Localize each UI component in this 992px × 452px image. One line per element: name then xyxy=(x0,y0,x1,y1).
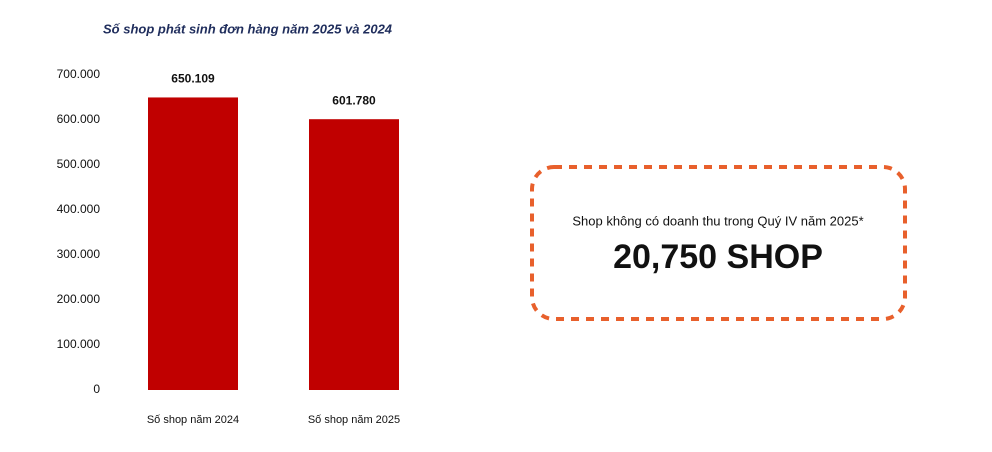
x-tick-label: Số shop năm 2024 xyxy=(147,414,239,426)
y-tick-label: 600.000 xyxy=(57,112,101,126)
y-tick-label: 0 xyxy=(93,382,100,396)
y-tick-label: 500.000 xyxy=(57,157,101,171)
y-tick-label: 200.000 xyxy=(57,292,101,306)
y-tick-label: 400.000 xyxy=(57,202,101,216)
value-label: 650.109 xyxy=(171,72,215,86)
callout-subtitle: Shop không có doanh thu trong Quý IV năm… xyxy=(572,213,863,228)
bar xyxy=(148,97,238,390)
y-tick-label: 300.000 xyxy=(57,247,101,261)
value-label: 601.780 xyxy=(332,93,376,107)
y-tick-label: 700.000 xyxy=(57,67,101,81)
callout-headline: 20,750 SHOP xyxy=(613,238,823,276)
x-tick-label: Số shop năm 2025 xyxy=(308,414,400,426)
bar xyxy=(309,119,399,390)
y-tick-label: 100.000 xyxy=(57,337,101,351)
chart-title: Số shop phát sinh đơn hàng năm 2025 và 2… xyxy=(103,21,393,36)
